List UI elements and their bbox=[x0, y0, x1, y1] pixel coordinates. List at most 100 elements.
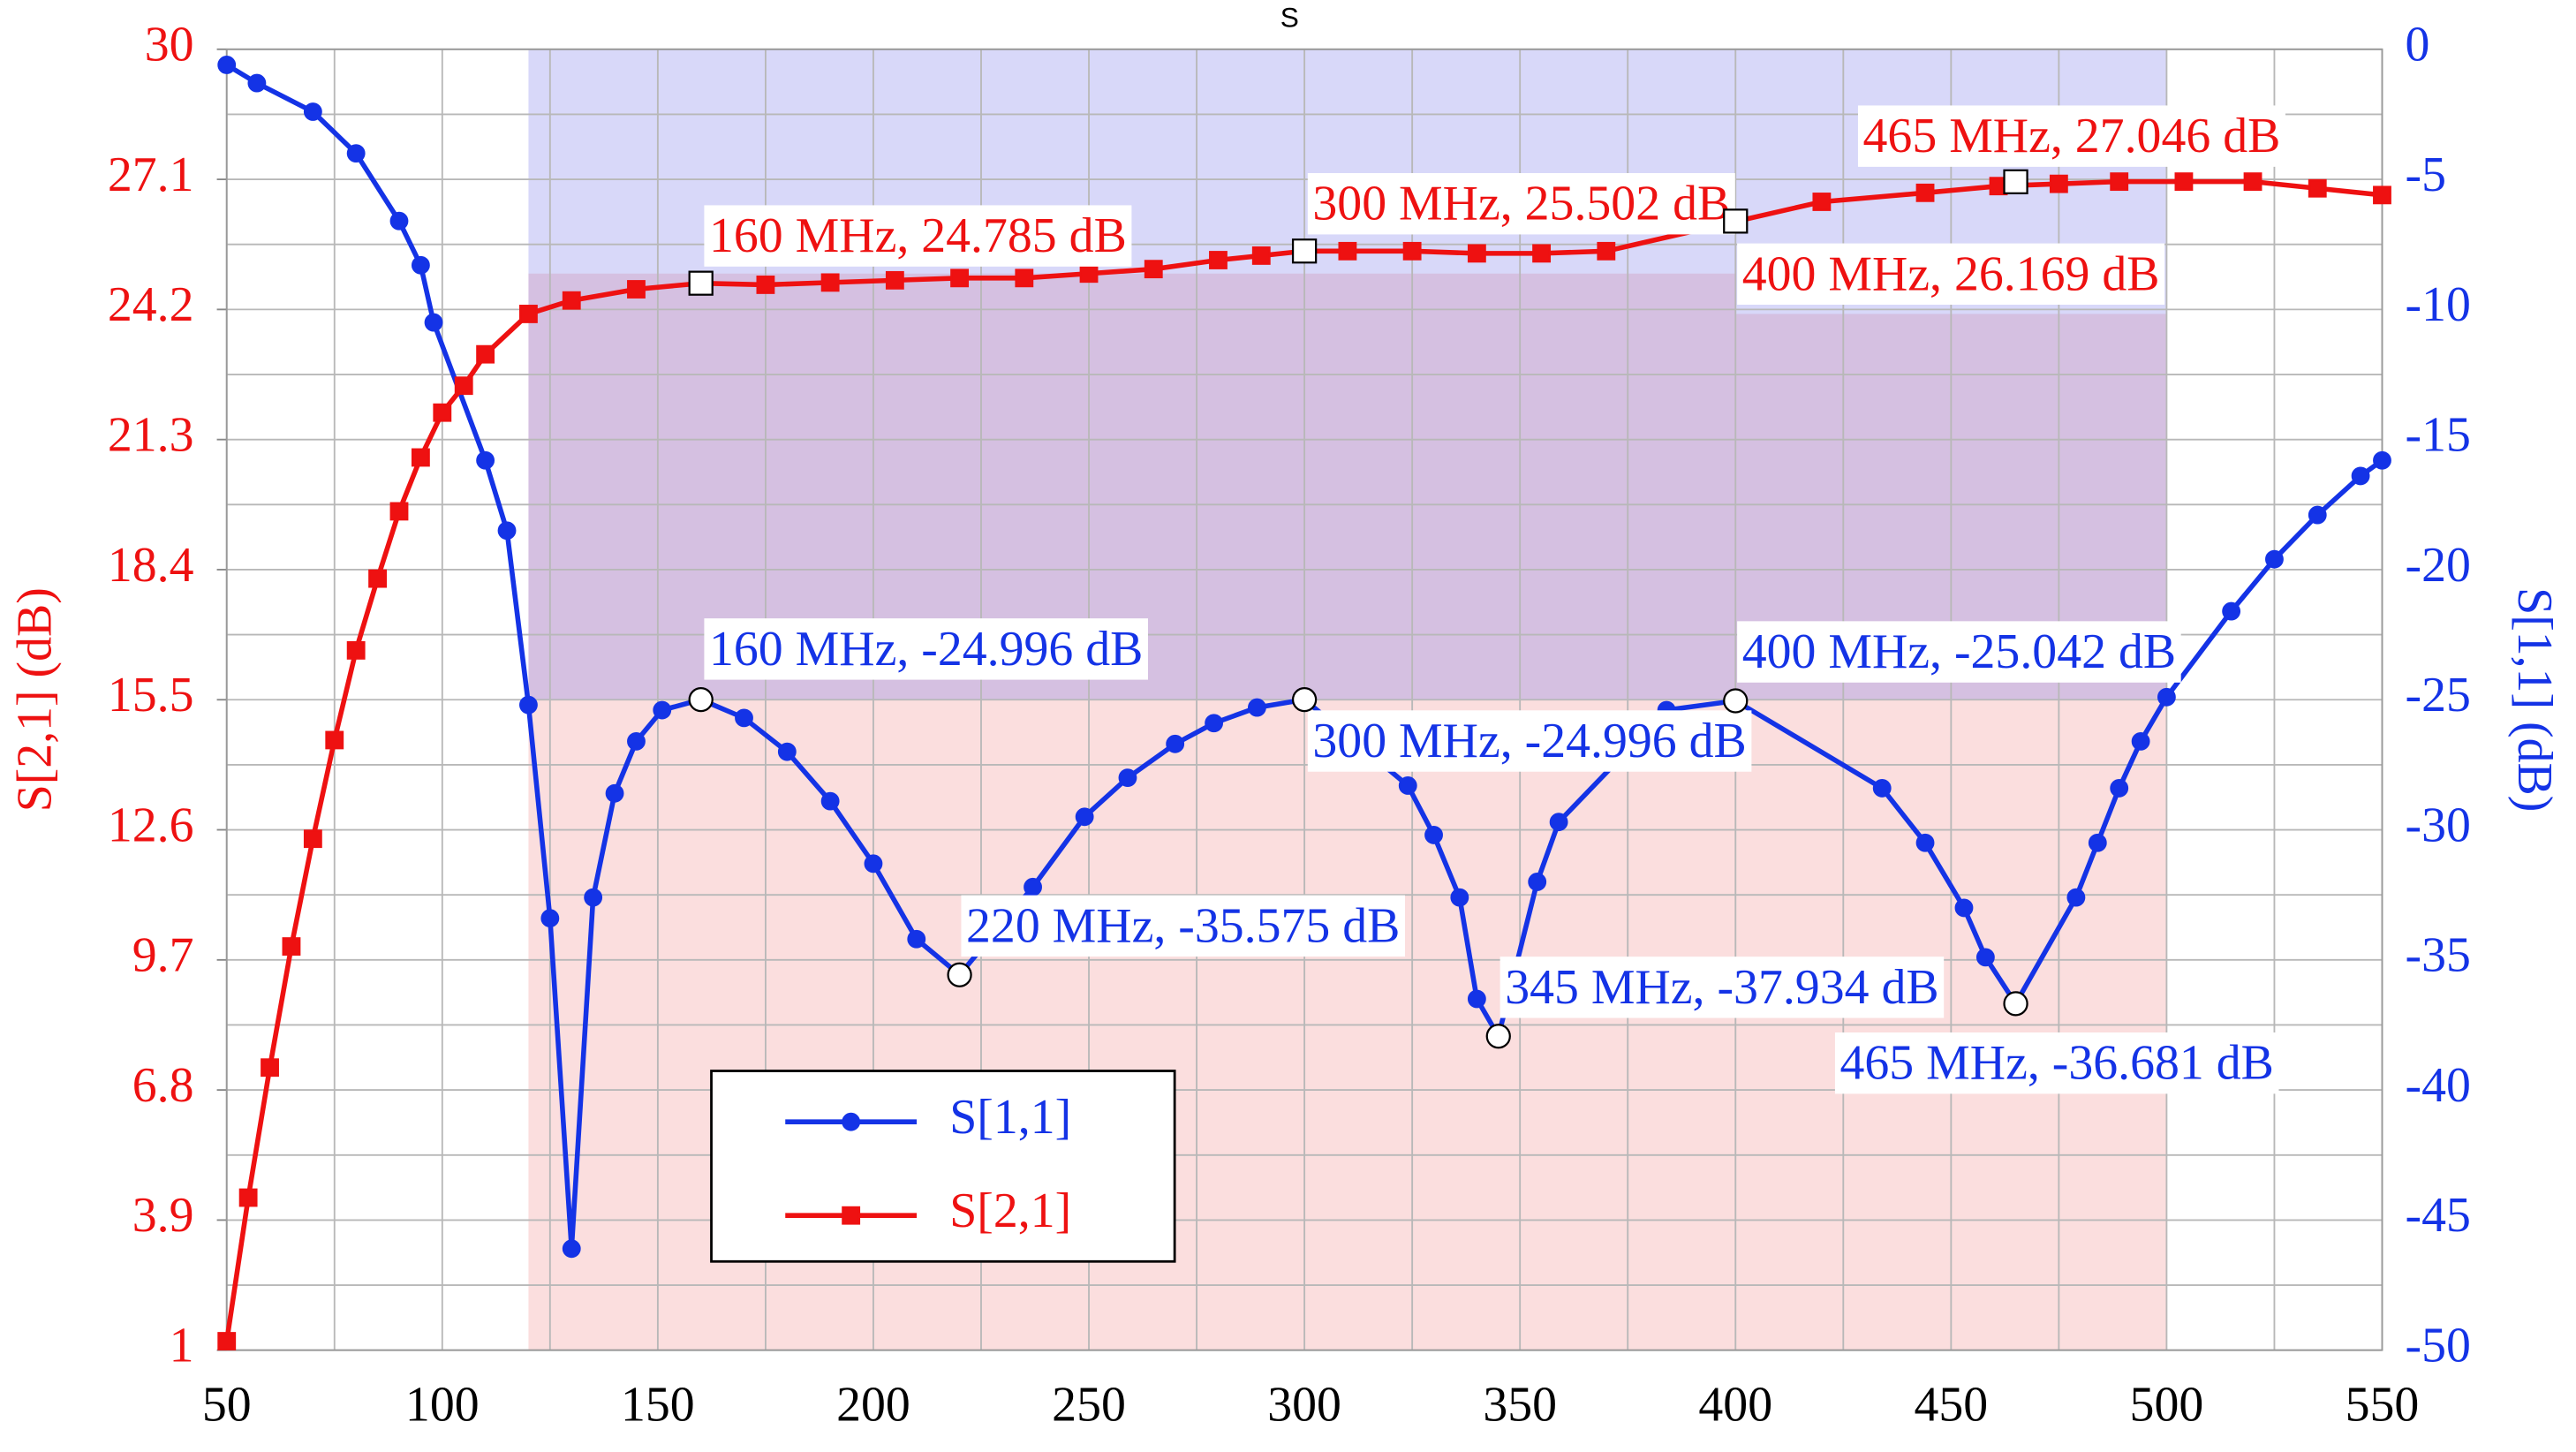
marker bbox=[2049, 174, 2068, 193]
marker bbox=[605, 783, 624, 803]
marker bbox=[562, 1239, 581, 1259]
y-tick-label: 21.3 bbox=[108, 407, 194, 462]
y2-tick-label: 0 bbox=[2406, 18, 2430, 72]
marker bbox=[2157, 687, 2176, 707]
annotation-box bbox=[1307, 172, 1735, 235]
marker bbox=[2003, 169, 2028, 194]
marker bbox=[1485, 1024, 1511, 1049]
marker bbox=[688, 270, 714, 296]
marker bbox=[2265, 549, 2284, 569]
x-tick-label: 50 bbox=[202, 1377, 252, 1432]
marker bbox=[1402, 241, 1422, 261]
marker bbox=[389, 211, 409, 231]
marker bbox=[238, 1188, 258, 1207]
marker bbox=[627, 731, 646, 751]
y-tick-label: 6.8 bbox=[132, 1058, 194, 1113]
marker bbox=[476, 450, 495, 470]
annotation-box bbox=[704, 618, 1148, 680]
annotation-label: 400 MHz, -25.042 dB bbox=[1742, 624, 2176, 679]
marker bbox=[476, 344, 495, 364]
annotation-box bbox=[704, 205, 1132, 267]
annotation-box bbox=[1737, 621, 2181, 683]
marker bbox=[1075, 807, 1094, 827]
marker bbox=[885, 270, 904, 290]
x-tick-label: 300 bbox=[1267, 1377, 1341, 1432]
marker bbox=[389, 502, 409, 521]
annotation-label: 300 MHz, -24.996 dB bbox=[1312, 714, 1746, 768]
annotation-label: 220 MHz, -35.575 dB bbox=[966, 898, 1400, 953]
y2-tick-label: -20 bbox=[2406, 538, 2471, 593]
marker bbox=[1166, 734, 1185, 753]
marker bbox=[1532, 244, 1552, 263]
marker bbox=[2003, 991, 2028, 1017]
marker bbox=[2174, 172, 2194, 192]
chart-title: S bbox=[1280, 2, 1299, 34]
marker bbox=[411, 448, 430, 467]
y-tick-label: 12.6 bbox=[108, 798, 194, 852]
marker bbox=[756, 276, 775, 294]
marker bbox=[950, 268, 970, 288]
marker bbox=[1398, 776, 1417, 795]
annotation-label: 160 MHz, -24.996 dB bbox=[709, 622, 1143, 677]
marker bbox=[1247, 698, 1266, 717]
marker bbox=[1015, 268, 1034, 288]
marker bbox=[653, 700, 672, 720]
marker bbox=[497, 521, 517, 541]
annotation-box bbox=[1307, 710, 1752, 772]
marker bbox=[947, 962, 972, 987]
y-tick-label: 30 bbox=[145, 18, 194, 72]
marker bbox=[2351, 466, 2370, 486]
marker bbox=[2243, 172, 2262, 192]
y-tick-label: 18.4 bbox=[108, 538, 194, 593]
marker bbox=[2308, 505, 2327, 525]
marker bbox=[519, 305, 538, 323]
marker bbox=[1205, 714, 1224, 733]
y-tick-label: 24.2 bbox=[108, 277, 194, 332]
marker bbox=[2308, 178, 2327, 198]
y-tick-label: 9.7 bbox=[132, 928, 194, 983]
annotation-box bbox=[961, 895, 1405, 957]
marker bbox=[247, 73, 267, 93]
legend-label: S[2,1] bbox=[949, 1184, 1071, 1238]
marker bbox=[1597, 241, 1616, 261]
marker bbox=[346, 144, 366, 163]
marker bbox=[2373, 185, 2391, 205]
marker bbox=[1467, 244, 1486, 263]
annotation-label: 345 MHz, -37.934 dB bbox=[1505, 960, 1938, 1015]
marker bbox=[1424, 826, 1443, 844]
y-tick-label: 3.9 bbox=[132, 1188, 194, 1243]
marker bbox=[864, 854, 883, 873]
x-tick-label: 550 bbox=[2346, 1377, 2420, 1432]
annotation-label: 465 MHz, -36.681 dB bbox=[1839, 1036, 2273, 1091]
marker bbox=[217, 1332, 237, 1350]
marker bbox=[261, 1058, 279, 1078]
marker bbox=[1975, 948, 1995, 967]
marker bbox=[1872, 778, 1892, 798]
marker bbox=[1209, 251, 1228, 269]
marker bbox=[325, 730, 344, 750]
marker bbox=[1338, 241, 1357, 261]
annotation-label: 465 MHz, 27.046 dB bbox=[1863, 109, 2281, 163]
marker bbox=[1528, 873, 1547, 891]
marker bbox=[1467, 989, 1486, 1009]
marker bbox=[1915, 833, 1935, 852]
marker bbox=[1024, 877, 1042, 896]
plot-frame bbox=[225, 48, 2383, 1351]
marker bbox=[1915, 183, 1935, 202]
y2-tick-label: -35 bbox=[2406, 928, 2471, 983]
annotation-box bbox=[1500, 957, 1945, 1018]
marker bbox=[820, 273, 840, 292]
x-tick-label: 400 bbox=[1698, 1377, 1772, 1432]
marker bbox=[1954, 898, 1974, 918]
marker bbox=[282, 937, 301, 957]
marker bbox=[217, 56, 237, 74]
y2-tick-label: -45 bbox=[2406, 1188, 2471, 1243]
marker bbox=[1723, 208, 1749, 234]
marker bbox=[1144, 260, 1163, 279]
marker bbox=[411, 255, 430, 275]
x-tick-label: 250 bbox=[1052, 1377, 1126, 1432]
marker bbox=[1251, 246, 1271, 265]
marker bbox=[1118, 768, 1137, 788]
x-tick-label: 150 bbox=[621, 1377, 695, 1432]
